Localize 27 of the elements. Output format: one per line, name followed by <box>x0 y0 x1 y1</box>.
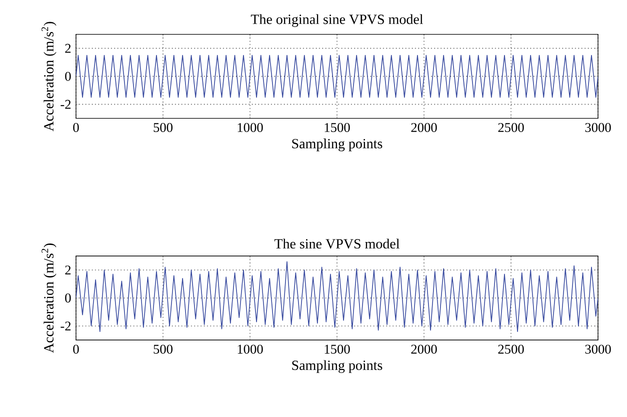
y-tick-label: 2 <box>65 44 71 53</box>
x-tick-label: 3000 <box>585 344 611 354</box>
x-tick-label: 1500 <box>324 123 350 132</box>
x-tick-label: 3000 <box>585 123 611 132</box>
x-axis-title: Sampling points <box>292 138 382 152</box>
x-tick-label: 2000 <box>411 344 437 354</box>
x-tick-label: 2000 <box>411 123 437 132</box>
y-axis-title: Acceleration (m/s$^{2}$) <box>42 244 56 353</box>
x-tick-label: 2500 <box>498 344 524 354</box>
x-tick-label: 2500 <box>498 123 524 132</box>
chart-title: The sine VPVS model <box>274 238 400 249</box>
y-tick-label: -2 <box>60 100 71 109</box>
x-tick-label: 0 <box>73 344 79 354</box>
x-tick-label: 500 <box>154 344 173 354</box>
y-axis-title: Acceleration (m/s$^{2}$) <box>42 22 56 132</box>
x-tick-label: 0 <box>73 123 79 132</box>
y-tick-label: 2 <box>65 266 71 274</box>
y-tick-label: -2 <box>60 322 71 330</box>
y-tick-label: 0 <box>65 72 71 81</box>
y-tick-label: 0 <box>65 294 71 302</box>
x-tick-label: 500 <box>154 123 173 132</box>
chart-title: The original sine VPVS model <box>250 14 424 27</box>
x-tick-label: 1500 <box>324 344 350 354</box>
line-series <box>76 261 598 332</box>
x-axis-title: Sampling points <box>292 360 382 373</box>
x-tick-label: 1000 <box>238 123 263 132</box>
x-tick-label: 1000 <box>238 344 263 354</box>
